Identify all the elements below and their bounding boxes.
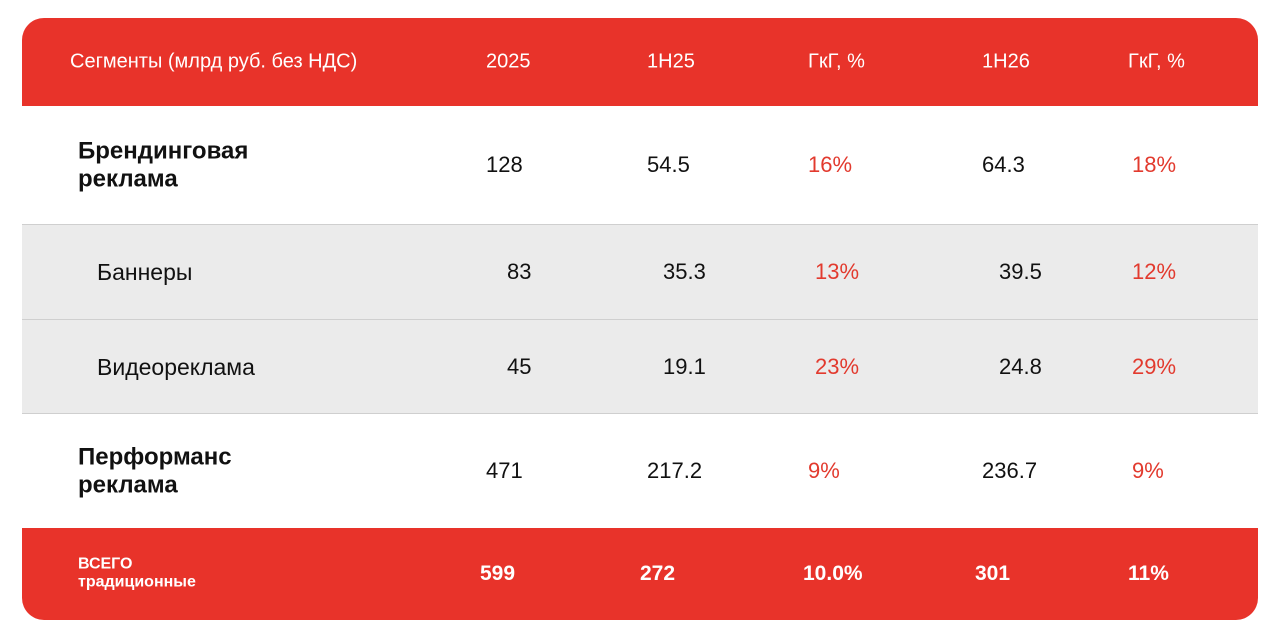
cell-value: 301 [975,562,1011,585]
cell-value: 217.2 [647,458,703,483]
cell-value: 128 [486,152,523,177]
cell-value: 19.1 [663,353,706,379]
row-label: Баннеры [97,258,193,285]
cell-value: 35.3 [663,259,706,284]
row-label: Сегменты (млрд руб. без НДС) [70,50,358,73]
column-header: 2025 [486,50,531,73]
cell-value: 9% [1132,458,1164,483]
row-label: Брендинговая реклама [78,137,249,192]
cell-value: 16% [808,152,853,177]
column-header: ГкГ, % [808,50,865,73]
row-label: Перформанс реклама [78,443,232,498]
cell-value: 54.5 [647,152,690,177]
cell-value: 599 [480,562,516,585]
cell-value: 12% [1132,259,1177,284]
table: Сегменты (млрд руб. без НДС) 2025 1H25 ГкГ,… [22,18,1258,620]
cell-value: 39.5 [999,259,1042,284]
column-header: 1H26 [982,50,1030,73]
header-row: Сегменты (млрд руб. без НДС) 2025 1H25 ГкГ,… [22,18,1258,106]
cell-value: 9% [808,458,840,483]
cell-value: 24.8 [999,353,1042,379]
table-row: Перформанс реклама 471 217.2 9% 236.7 9% [22,413,1258,528]
cell-value: 83 [507,259,532,284]
cell-value: 272 [640,562,676,585]
row-label: Видеореклама [97,353,255,380]
cell-value: 13% [815,259,860,284]
table-row: Видеореклама 45 19.1 23% 24.8 29% [22,319,1258,413]
row-label: ВСЕГО традиционные [78,555,196,591]
cell-value: 29% [1132,353,1177,379]
total-row: ВСЕГО традиционные 599 272 10.0% 301 11% [22,528,1258,620]
column-header: ГкГ, % [1128,50,1185,73]
column-header: 1H25 [647,50,695,73]
table-row: Баннеры 83 35.3 13% 39.5 12% [22,224,1258,319]
cell-value: 64.3 [982,152,1025,177]
cell-value: 23% [815,353,860,379]
cell-value: 45 [507,353,532,379]
cell-value: 18% [1132,152,1177,177]
cell-value: 11% [1128,562,1169,585]
table-row: Брендинговая реклама 128 54.5 16% 64.3 18% [22,106,1258,224]
cell-value: 236.7 [982,458,1038,483]
cell-value: 10.0% [803,562,863,585]
cell-value: 471 [486,458,523,483]
